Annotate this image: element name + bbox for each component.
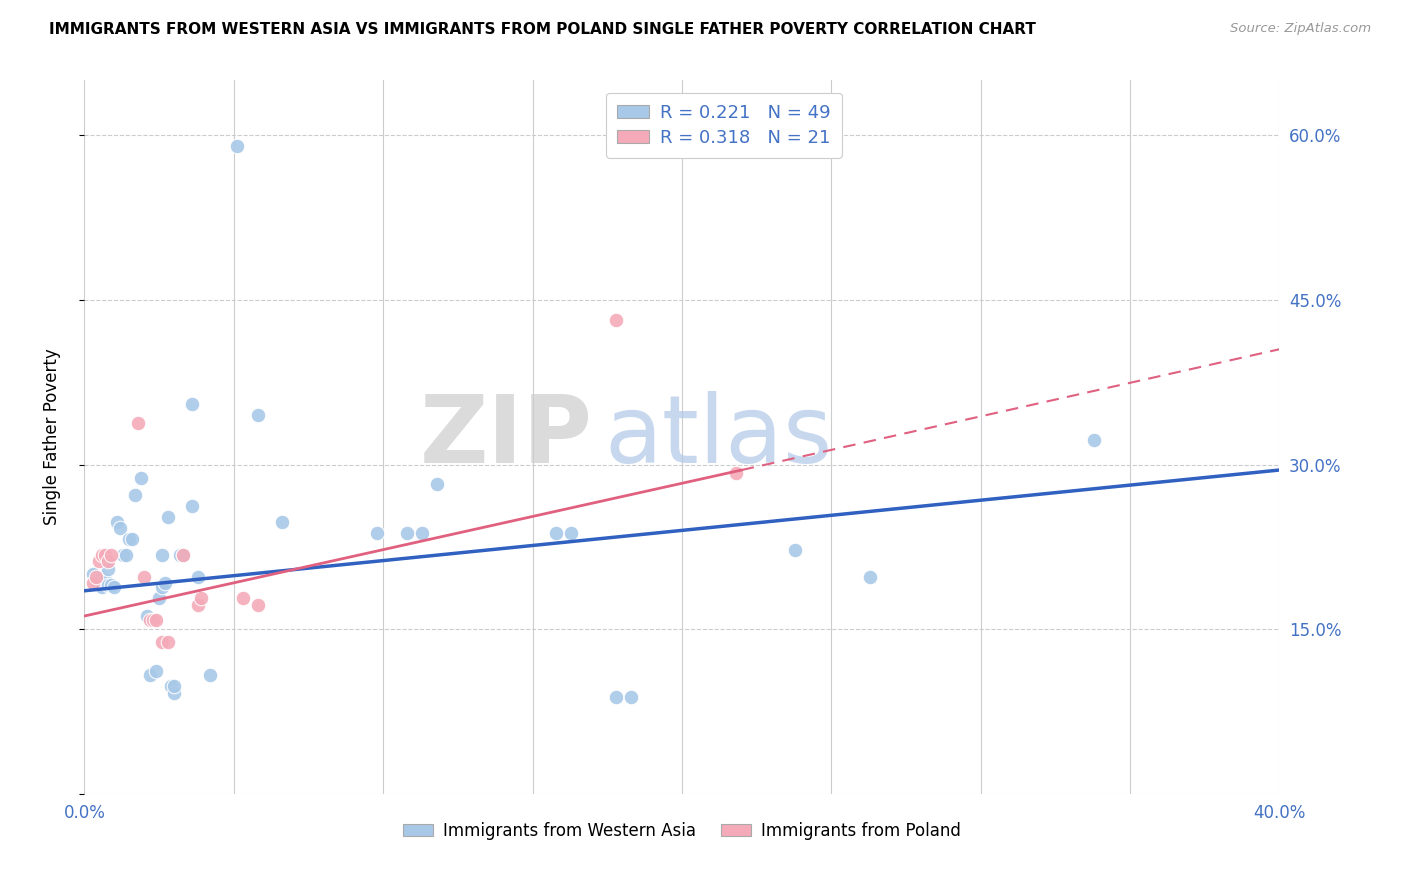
Point bbox=[426, 477, 449, 491]
Point bbox=[1083, 434, 1105, 448]
Point bbox=[97, 578, 120, 592]
Point bbox=[172, 548, 194, 562]
Point bbox=[198, 668, 221, 682]
Point bbox=[153, 576, 176, 591]
Text: Source: ZipAtlas.com: Source: ZipAtlas.com bbox=[1230, 22, 1371, 36]
Point bbox=[103, 581, 125, 595]
Point bbox=[91, 548, 114, 562]
Point bbox=[785, 543, 807, 558]
Point bbox=[129, 471, 152, 485]
Point bbox=[411, 525, 433, 540]
Point bbox=[132, 569, 156, 583]
Point bbox=[91, 569, 114, 583]
Point bbox=[112, 548, 135, 562]
Point bbox=[86, 573, 108, 587]
Point bbox=[724, 467, 747, 481]
Point bbox=[100, 578, 122, 592]
Point bbox=[82, 567, 104, 582]
Point bbox=[142, 614, 165, 628]
Point bbox=[169, 548, 191, 562]
Point bbox=[246, 598, 269, 612]
Point bbox=[187, 598, 209, 612]
Point bbox=[163, 679, 186, 693]
Point bbox=[110, 521, 132, 535]
Point bbox=[89, 554, 111, 568]
Point bbox=[97, 554, 120, 568]
Point bbox=[232, 591, 254, 606]
Point bbox=[89, 576, 111, 591]
Y-axis label: Single Father Poverty: Single Father Poverty bbox=[42, 349, 60, 525]
Point bbox=[105, 515, 128, 529]
Point bbox=[157, 510, 180, 524]
Point bbox=[139, 614, 162, 628]
Point bbox=[94, 548, 117, 562]
Point bbox=[145, 614, 167, 628]
Point bbox=[605, 312, 627, 326]
Point bbox=[145, 664, 167, 678]
Point bbox=[91, 581, 114, 595]
Point bbox=[86, 569, 108, 583]
Point bbox=[859, 569, 882, 583]
Point bbox=[94, 573, 117, 587]
Point bbox=[605, 690, 627, 705]
Point bbox=[100, 548, 122, 562]
Legend: Immigrants from Western Asia, Immigrants from Poland: Immigrants from Western Asia, Immigrants… bbox=[396, 815, 967, 847]
Text: IMMIGRANTS FROM WESTERN ASIA VS IMMIGRANTS FROM POLAND SINGLE FATHER POVERTY COR: IMMIGRANTS FROM WESTERN ASIA VS IMMIGRAN… bbox=[49, 22, 1036, 37]
Point bbox=[118, 532, 141, 546]
Point bbox=[225, 139, 247, 153]
Point bbox=[139, 668, 162, 682]
Point bbox=[124, 488, 146, 502]
Point bbox=[181, 397, 204, 411]
Point bbox=[121, 532, 143, 546]
Point bbox=[546, 525, 568, 540]
Point bbox=[150, 635, 173, 649]
Point bbox=[560, 525, 582, 540]
Point bbox=[157, 635, 180, 649]
Point bbox=[150, 548, 173, 562]
Point bbox=[150, 581, 173, 595]
Point bbox=[148, 591, 170, 606]
Point bbox=[136, 609, 159, 624]
Point bbox=[97, 562, 120, 576]
Point bbox=[270, 515, 292, 529]
Text: atlas: atlas bbox=[605, 391, 832, 483]
Point bbox=[127, 416, 149, 430]
Point bbox=[396, 525, 419, 540]
Text: ZIP: ZIP bbox=[419, 391, 592, 483]
Point bbox=[190, 591, 212, 606]
Point bbox=[181, 500, 204, 514]
Point bbox=[82, 576, 104, 591]
Point bbox=[620, 690, 643, 705]
Point bbox=[163, 686, 186, 700]
Point bbox=[366, 525, 388, 540]
Point bbox=[172, 548, 194, 562]
Point bbox=[160, 679, 183, 693]
Point bbox=[115, 548, 138, 562]
Point bbox=[246, 408, 269, 422]
Point bbox=[187, 569, 209, 583]
